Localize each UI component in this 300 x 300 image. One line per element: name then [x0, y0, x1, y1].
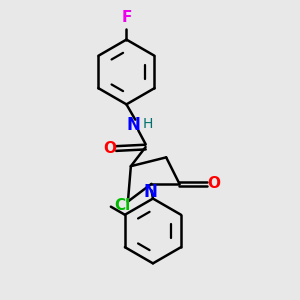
Text: N: N	[127, 116, 141, 134]
Text: O: O	[103, 141, 116, 156]
Text: F: F	[121, 10, 132, 25]
Text: Cl: Cl	[114, 198, 131, 213]
Text: O: O	[207, 176, 220, 191]
Text: H: H	[143, 117, 153, 131]
Text: N: N	[144, 183, 158, 201]
